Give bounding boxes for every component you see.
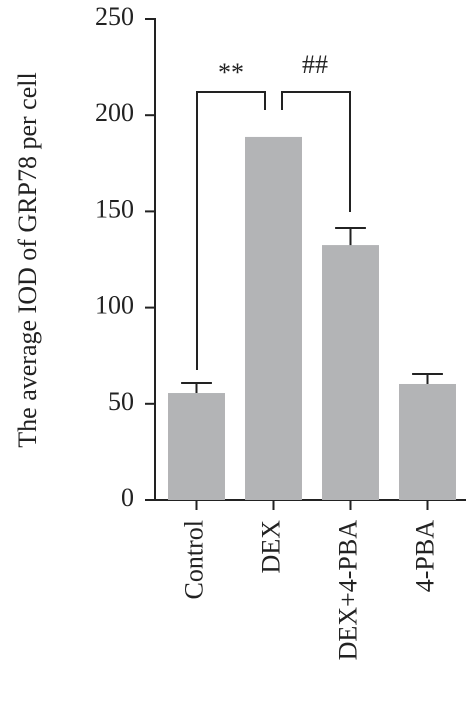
significance-bracket — [196, 91, 266, 370]
y-tick-label: 0 — [121, 483, 134, 512]
x-tick-label: Control — [179, 520, 208, 599]
y-tick-label: 100 — [95, 291, 134, 320]
bar — [399, 383, 456, 500]
x-tick-label: DEX — [256, 520, 285, 574]
y-tick-label: 150 — [95, 194, 134, 223]
x-tick-label: 4-PBA — [410, 520, 439, 592]
significance-bracket — [281, 91, 351, 212]
y-tick-label: 250 — [95, 2, 134, 31]
x-tick-label: DEX+4-PBA — [333, 520, 362, 661]
error-bar — [181, 382, 212, 394]
bar — [322, 245, 379, 500]
error-bar — [412, 372, 443, 384]
error-bar — [335, 226, 366, 246]
y-tick-label: 200 — [95, 98, 134, 127]
annotation: ** — [218, 58, 244, 87]
bar — [245, 136, 302, 500]
y-tick-label: 50 — [108, 387, 134, 416]
bar — [168, 393, 225, 500]
y-axis-label: The average IOD of GRP78 per cell — [13, 72, 42, 447]
annotation: ## — [302, 50, 328, 79]
